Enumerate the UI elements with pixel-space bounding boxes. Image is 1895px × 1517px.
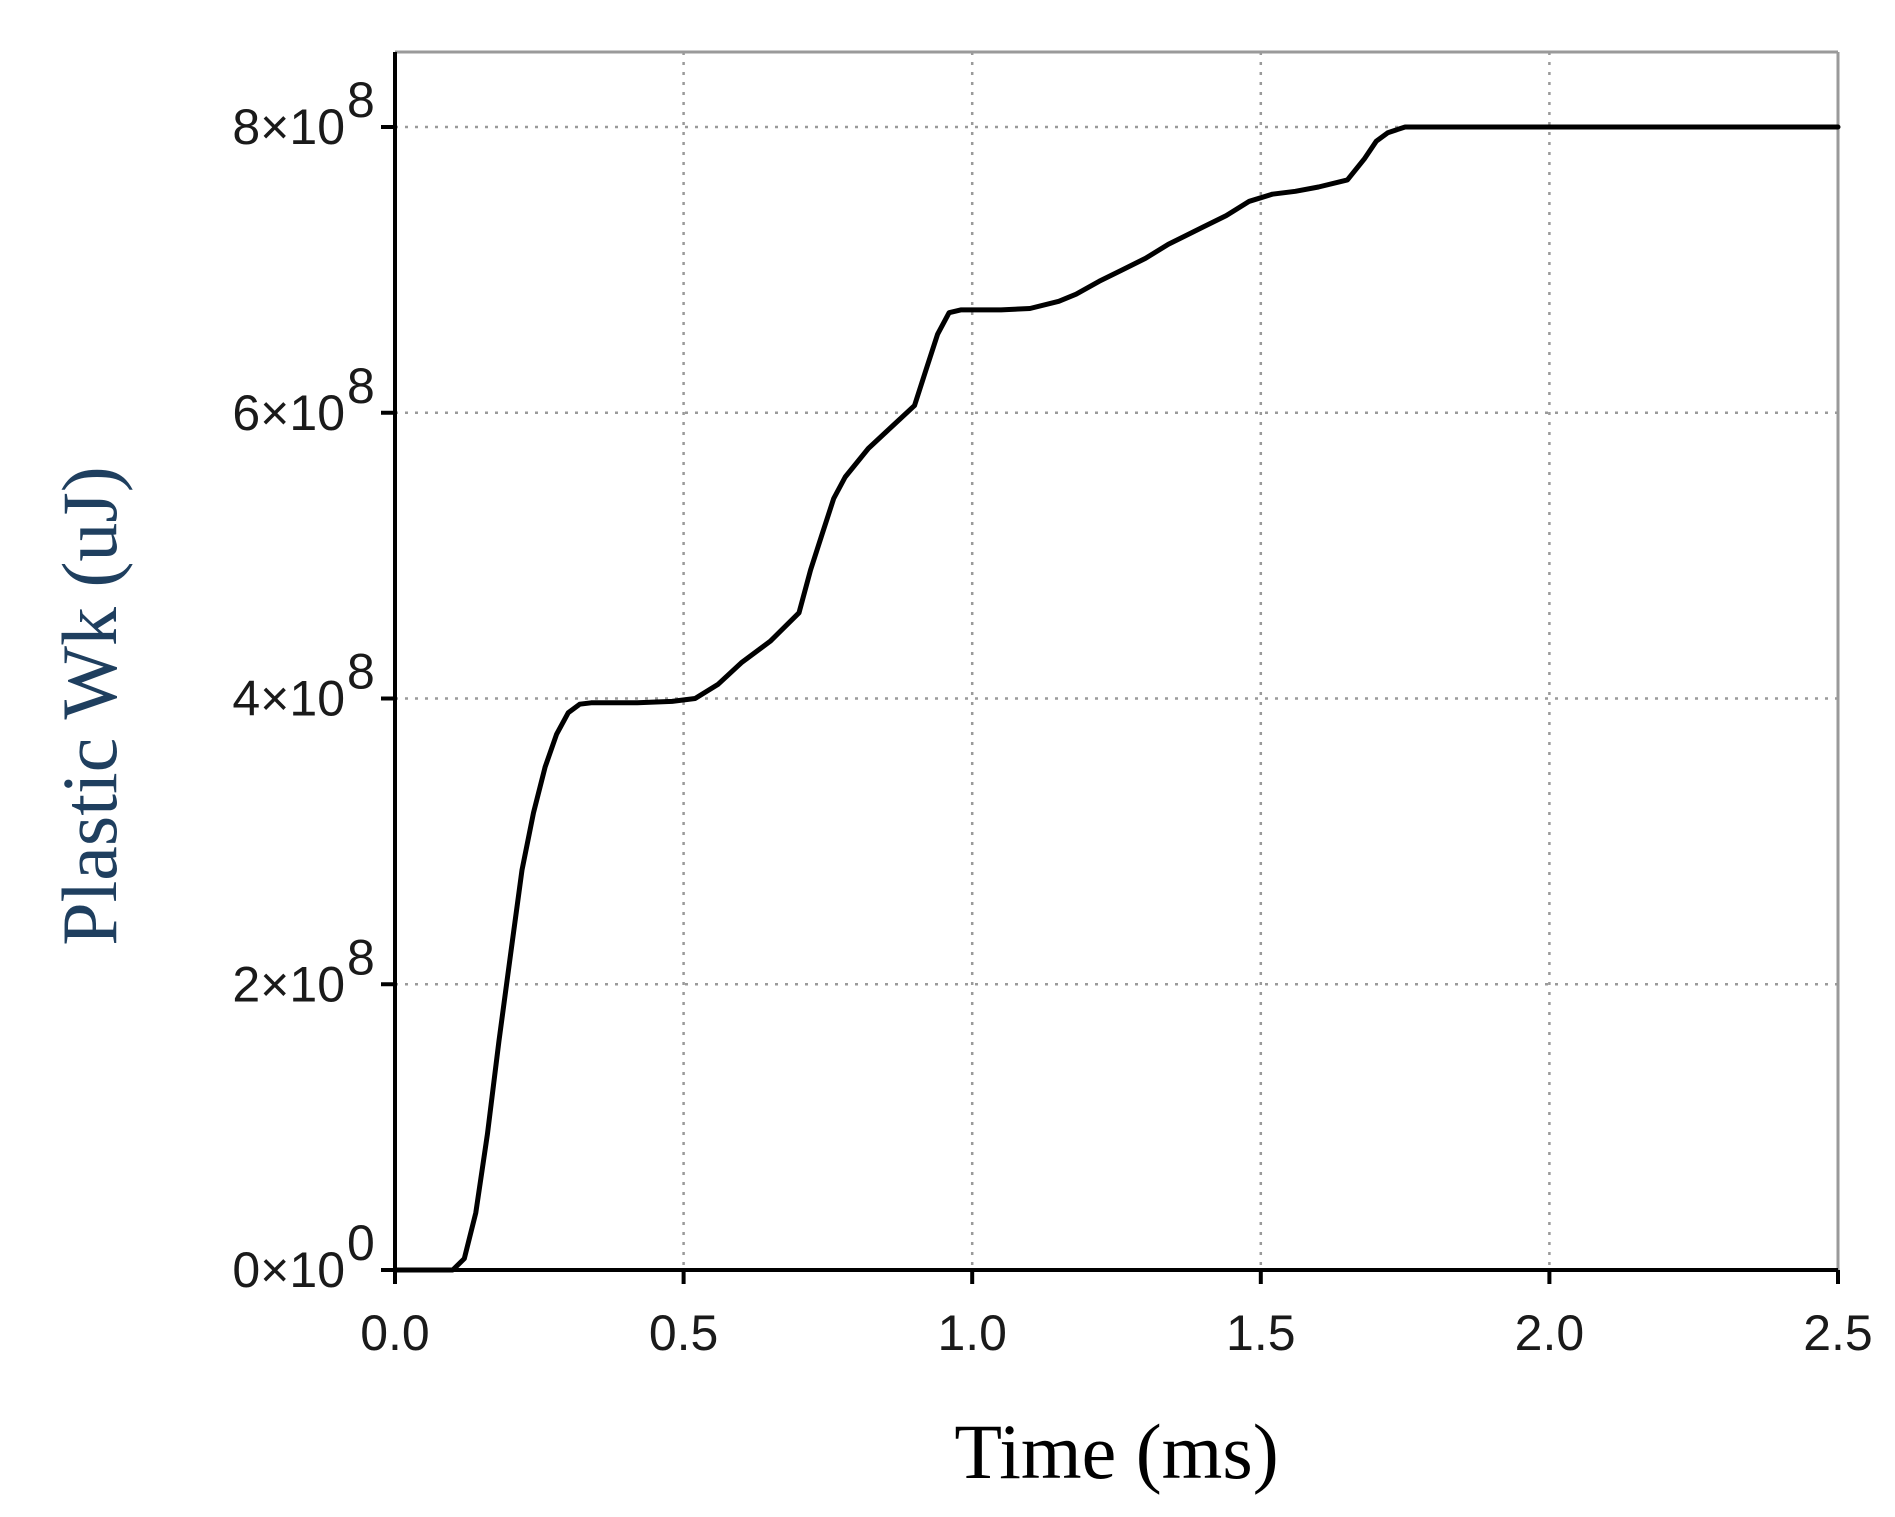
y-tick-label: 6×10 8 (232, 358, 374, 441)
svg-text:0×10: 0×10 (232, 1242, 345, 1298)
y-axis-title: Plastic Wk (uJ) (46, 466, 133, 946)
svg-text:8×10: 8×10 (232, 99, 345, 155)
x-tick-label: 1.5 (1226, 1305, 1296, 1361)
x-axis-title: Time (ms) (954, 1408, 1278, 1495)
y-tick-exponent: 8 (347, 929, 375, 985)
x-tick-label: 2.0 (1515, 1305, 1585, 1361)
y-tick-exponent: 8 (347, 72, 375, 128)
x-tick-label: 2.5 (1803, 1305, 1873, 1361)
svg-text:2×10: 2×10 (232, 956, 345, 1012)
y-tick-label: 4×10 8 (232, 644, 374, 727)
x-tick-label: 1.0 (937, 1305, 1007, 1361)
x-tick-label: 0.0 (360, 1305, 430, 1361)
svg-text:6×10: 6×10 (232, 385, 345, 441)
y-tick-label: 2×10 8 (232, 929, 374, 1012)
series-line-0 (392, 124, 1841, 1273)
x-tick-label: 0.5 (649, 1305, 719, 1361)
y-tick-exponent: 8 (347, 644, 375, 700)
y-tick-label: 8×10 8 (232, 72, 374, 155)
series-layer (392, 124, 1841, 1273)
axes (381, 52, 1840, 1284)
plot-frame (395, 50, 1840, 1270)
svg-text:4×10: 4×10 (232, 671, 345, 727)
y-tick-exponent: 8 (347, 358, 375, 414)
y-tick-label: 0×10 0 (232, 1215, 374, 1298)
y-tick-exponent: 0 (347, 1215, 375, 1271)
tick-labels: 0.0 0.5 1.0 1.5 2.0 2.50×10 02×10 84×10 86×10 88×… (232, 72, 1872, 1361)
grid-lines (395, 52, 1838, 1270)
